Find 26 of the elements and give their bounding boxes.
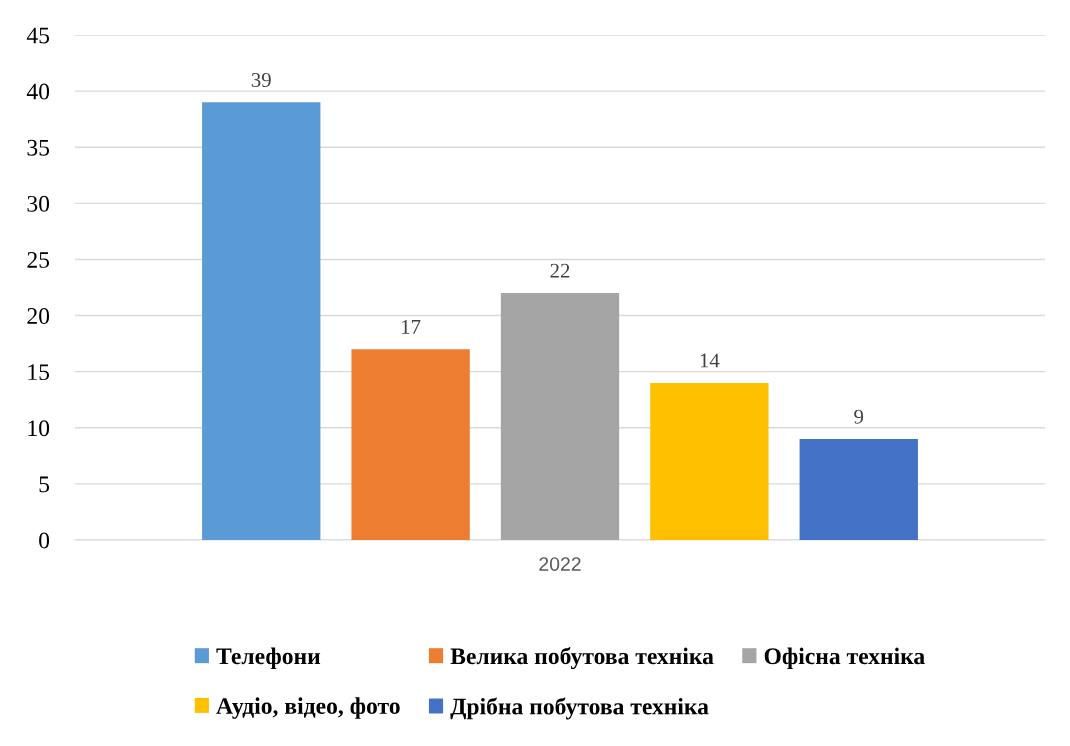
- y-tick-label: 35: [27, 139, 50, 156]
- data-label: 17: [402, 319, 421, 334]
- y-tick-label: 20: [27, 308, 50, 324]
- y-tick-label: 10: [28, 420, 50, 437]
- x-tick-label: 2022: [539, 557, 581, 571]
- data-label: 9: [854, 409, 864, 424]
- y-tick-label: 5: [39, 476, 50, 493]
- bar: [650, 382, 769, 540]
- legend-label: Офісна техніка: [764, 647, 925, 670]
- bar: [799, 439, 918, 540]
- legend-label: Дрібна побутова техніка: [450, 697, 709, 720]
- data-label: 22: [550, 263, 570, 278]
- y-tick-label: 40: [26, 83, 50, 100]
- bar: [351, 349, 470, 540]
- legend-label: Аудіо, відео, фото: [216, 697, 400, 719]
- bar: [202, 102, 321, 540]
- bar: [500, 293, 620, 540]
- data-label: 14: [700, 353, 720, 368]
- legend-label: Велика побутова техніка: [450, 647, 714, 670]
- y-tick-label: 15: [28, 364, 50, 381]
- data-label: 39: [251, 72, 271, 87]
- y-tick-label: 30: [27, 195, 50, 212]
- legend-label: Телефони: [216, 647, 321, 670]
- y-tick-label: 0: [39, 532, 50, 549]
- y-tick-label: 45: [26, 27, 50, 44]
- y-tick-label: 25: [27, 252, 50, 268]
